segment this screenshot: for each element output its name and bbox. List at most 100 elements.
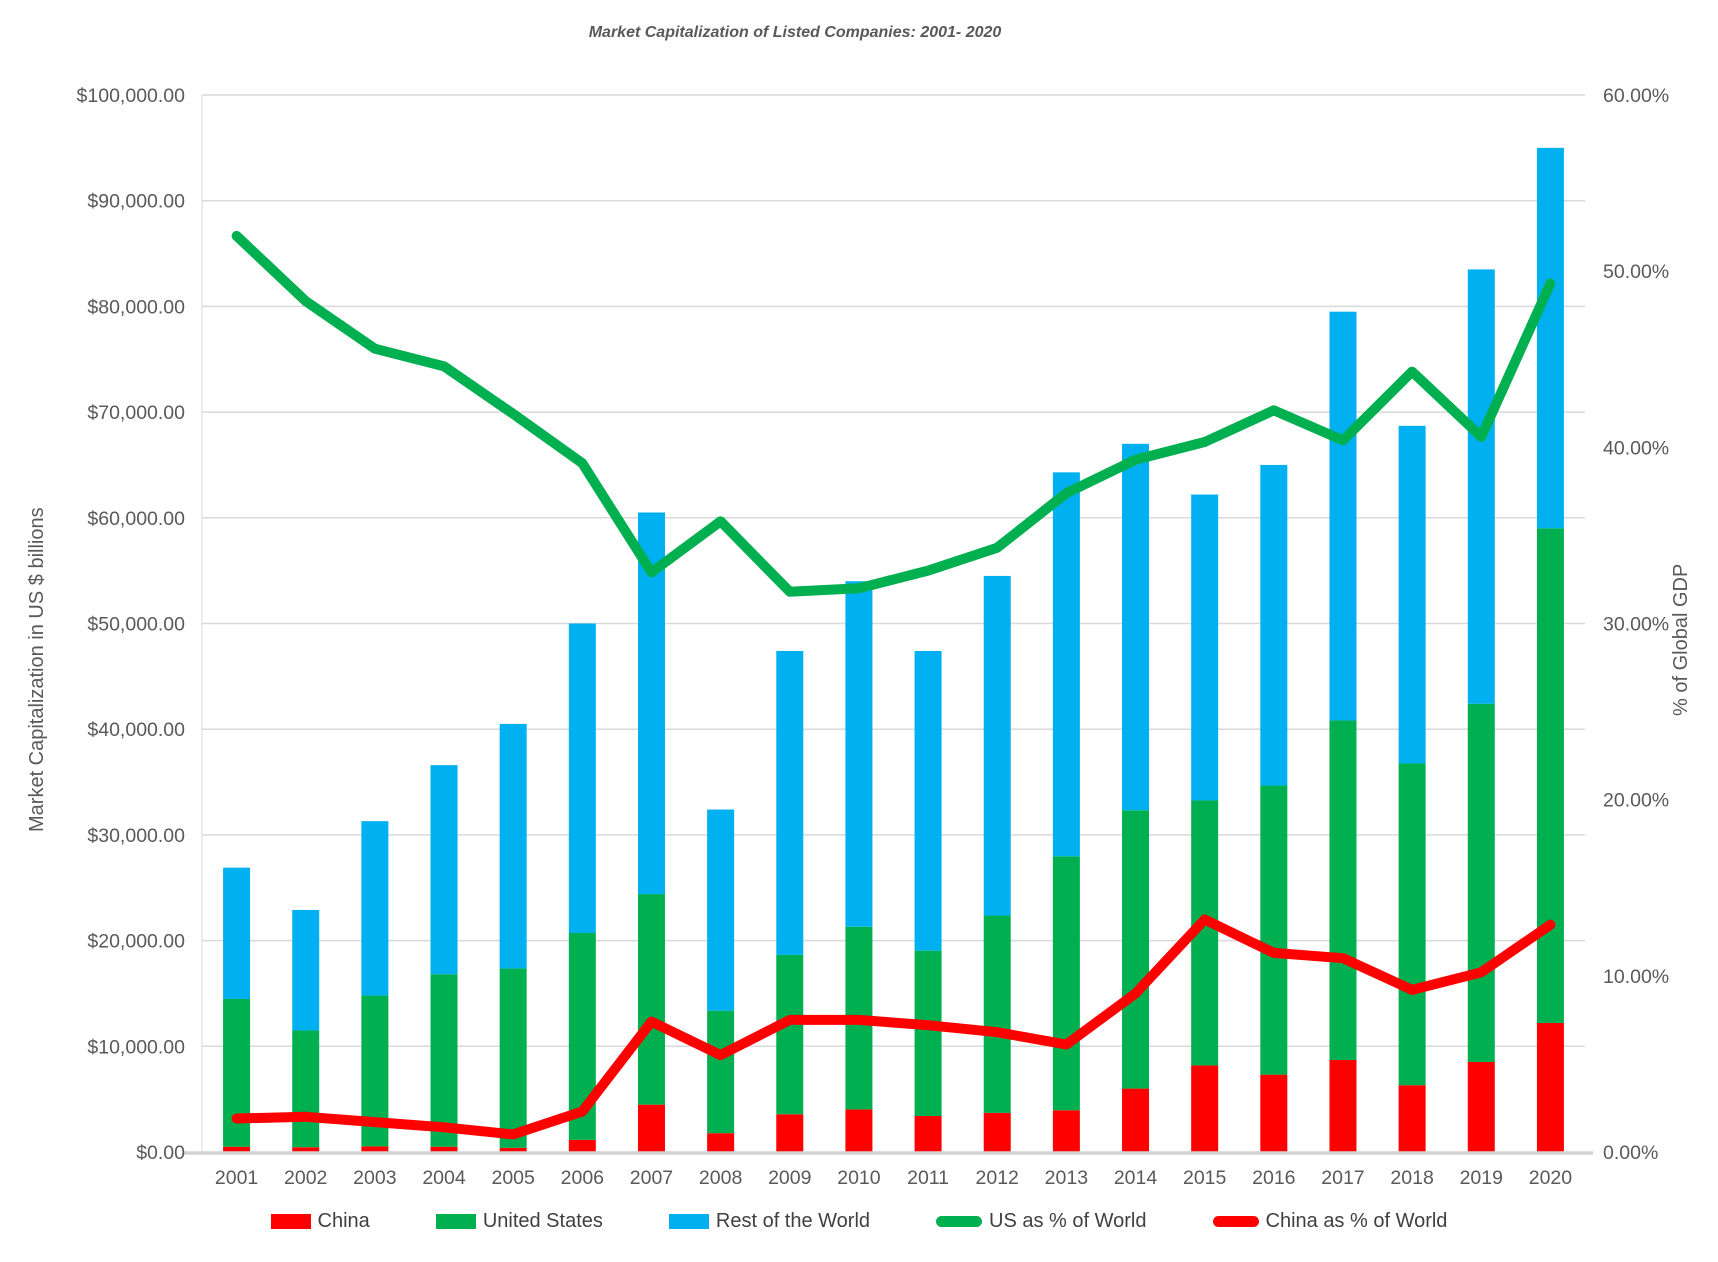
bar-segment-rest-of-the-world-2009 xyxy=(776,650,804,955)
bar-segment-united-states-2001 xyxy=(223,998,251,1147)
bar-segment-united-states-2020 xyxy=(1536,528,1564,1023)
bar-segment-china-2020 xyxy=(1536,1022,1564,1152)
bar-segment-rest-of-the-world-2018 xyxy=(1398,425,1426,764)
left-axis-tick-label: $30,000.00 xyxy=(87,825,185,847)
left-axis-tick-label: $10,000.00 xyxy=(87,1036,185,1058)
x-axis-year-label: 2014 xyxy=(1114,1167,1158,1189)
x-axis-year-label: 2013 xyxy=(1045,1167,1088,1189)
us-line-swatch-icon xyxy=(936,1216,983,1227)
bar-segment-rest-of-the-world-2010 xyxy=(845,581,873,927)
x-axis-year-label: 2016 xyxy=(1252,1167,1295,1189)
legend-label: United States xyxy=(482,1210,603,1232)
bar-segment-china-2003 xyxy=(361,1146,389,1152)
bar-segment-rest-of-the-world-2020 xyxy=(1536,147,1564,529)
legend-label: China as % of World xyxy=(1265,1210,1448,1232)
left-axis-tick-label: $20,000.00 xyxy=(87,931,185,953)
x-axis-year-label: 2008 xyxy=(699,1167,742,1189)
bar-segment-china-2008 xyxy=(707,1133,735,1152)
left-axis-tick-label: $50,000.00 xyxy=(87,614,185,636)
right-axis-tick-label: 20.00% xyxy=(1603,790,1669,812)
x-axis-year-label: 2001 xyxy=(215,1167,258,1189)
bar-segment-rest-of-the-world-2019 xyxy=(1467,269,1495,704)
bar-segment-china-2001 xyxy=(223,1146,251,1152)
bar-segment-rest-of-the-world-2004 xyxy=(430,765,458,975)
bar-segment-china-2007 xyxy=(637,1104,665,1152)
bar-segment-united-states-2014 xyxy=(1122,810,1150,1089)
x-axis-year-label: 2004 xyxy=(422,1167,466,1189)
bar-segment-united-states-2013 xyxy=(1052,856,1080,1111)
bar-segment-rest-of-the-world-2017 xyxy=(1329,311,1357,721)
left-axis-tick-label: $70,000.00 xyxy=(87,402,185,424)
bar-segment-rest-of-the-world-2014 xyxy=(1122,443,1150,811)
bar-segment-united-states-2019 xyxy=(1467,703,1495,1062)
bar-segment-china-2018 xyxy=(1398,1085,1426,1152)
right-axis-tick-label: 30.00% xyxy=(1603,614,1669,636)
bar-segment-united-states-2007 xyxy=(637,894,665,1105)
bar-segment-united-states-2002 xyxy=(292,1030,320,1148)
bar-segment-china-2006 xyxy=(568,1139,596,1152)
left-axis-tick-label: $60,000.00 xyxy=(87,508,185,530)
china-line-swatch-icon xyxy=(1212,1216,1259,1227)
x-axis-year-label: 2019 xyxy=(1460,1167,1503,1189)
right-axis-title: % of Global GDP xyxy=(1670,563,1692,717)
right-axis-tick-label: 40.00% xyxy=(1603,437,1669,459)
row-bar-swatch-icon xyxy=(668,1214,709,1229)
bar-segment-united-states-2017 xyxy=(1329,720,1357,1060)
bar-segment-china-2014 xyxy=(1122,1088,1150,1152)
bar-segment-rest-of-the-world-2011 xyxy=(914,650,942,951)
bar-segment-rest-of-the-world-2013 xyxy=(1052,472,1080,857)
bar-segment-united-states-2004 xyxy=(430,974,458,1147)
bar-segment-rest-of-the-world-2006 xyxy=(568,623,596,933)
bar-segment-china-2013 xyxy=(1052,1110,1080,1152)
legend-label: China xyxy=(317,1210,370,1232)
bar-segment-china-2009 xyxy=(776,1114,804,1152)
bar-segment-united-states-2012 xyxy=(983,915,1011,1113)
legend: China United States Rest of the World US… xyxy=(0,1210,1718,1233)
bar-segment-united-states-2008 xyxy=(707,1010,735,1134)
x-axis-year-label: 2005 xyxy=(491,1167,535,1189)
right-axis-tick-label: 60.00% xyxy=(1603,85,1669,107)
bar-segment-china-2002 xyxy=(292,1147,320,1152)
legend-item-united-states: United States xyxy=(435,1210,603,1233)
legend-item-china: China xyxy=(270,1210,370,1233)
china-as-of-world-line xyxy=(231,914,1556,1140)
legend-item-rest-of-world: Rest of the World xyxy=(668,1210,871,1233)
x-axis-year-label: 2017 xyxy=(1321,1167,1364,1189)
bar-segment-china-2017 xyxy=(1329,1059,1357,1152)
bar-segment-united-states-2018 xyxy=(1398,763,1426,1086)
x-axis-year-label: 2009 xyxy=(768,1167,811,1189)
bar-segment-rest-of-the-world-2002 xyxy=(292,909,320,1031)
right-axis-tick-label: 10.00% xyxy=(1603,966,1669,988)
bar-segment-united-states-2009 xyxy=(776,954,804,1115)
left-axis-tick-label: $90,000.00 xyxy=(87,191,185,213)
x-axis-year-label: 2003 xyxy=(353,1167,396,1189)
right-axis-tick-label: 50.00% xyxy=(1603,261,1669,283)
us-as-of-world-line xyxy=(231,230,1556,597)
x-axis-year-label: 2007 xyxy=(630,1167,673,1189)
bar-segment-china-2015 xyxy=(1191,1065,1219,1152)
bar-segment-rest-of-the-world-2016 xyxy=(1260,464,1288,786)
legend-label: Rest of the World xyxy=(715,1210,871,1232)
x-axis-year-label: 2018 xyxy=(1390,1167,1433,1189)
bar-segment-rest-of-the-world-2015 xyxy=(1191,494,1219,801)
legend-item-us-percent: US as % of World xyxy=(936,1210,1147,1233)
x-axis-year-label: 2006 xyxy=(561,1167,604,1189)
left-axis-title: Market Capitalization in US $ billions xyxy=(26,507,48,833)
bar-segment-china-2004 xyxy=(430,1146,458,1152)
bar-segment-united-states-2005 xyxy=(499,968,527,1148)
x-axis-year-label: 2011 xyxy=(907,1167,949,1189)
bar-segment-china-2012 xyxy=(983,1112,1011,1152)
bar-segment-united-states-2011 xyxy=(914,950,942,1116)
china-bar-swatch-icon xyxy=(270,1214,311,1229)
bar-segment-united-states-2016 xyxy=(1260,785,1288,1075)
left-axis-tick-label: $80,000.00 xyxy=(87,296,185,318)
bar-segment-china-2010 xyxy=(845,1109,873,1152)
x-axis-year-label: 2012 xyxy=(976,1167,1019,1189)
x-axis-year-label: 2002 xyxy=(284,1167,327,1189)
bar-segment-rest-of-the-world-2001 xyxy=(223,867,251,999)
legend-label: US as % of World xyxy=(989,1210,1147,1232)
right-axis-tick-label: 0.00% xyxy=(1603,1142,1658,1164)
bar-segment-rest-of-the-world-2012 xyxy=(983,575,1011,916)
